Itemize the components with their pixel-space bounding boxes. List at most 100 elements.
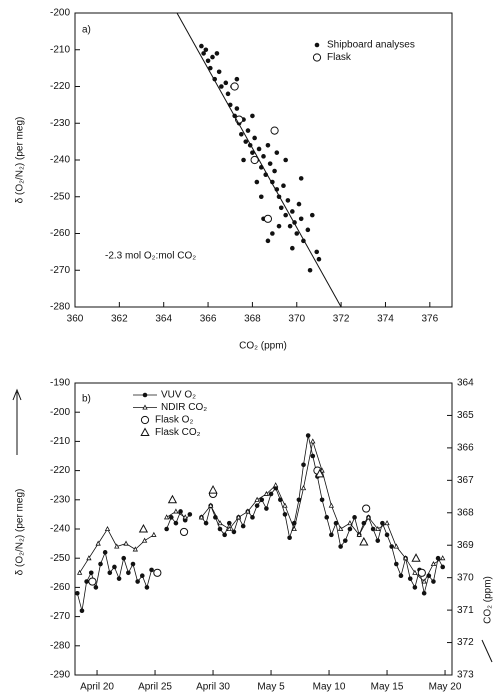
point [149,567,154,573]
point [389,544,394,549]
point [187,512,193,517]
y-tick-label: -280 [50,640,70,651]
point [319,497,325,503]
point [163,514,170,520]
point [268,491,274,497]
legend-label: NDIR CO₂ [161,402,207,413]
panel-b-frame [74,382,453,676]
x-tick-label: May 5 [257,682,285,693]
point [235,514,242,520]
point [203,520,209,526]
point [258,194,264,200]
point [298,176,304,181]
panel-label: a) [82,25,91,36]
point [264,506,269,511]
y-axis-label: δ (O₂/N₂) (per meg) [15,117,26,204]
point [435,555,441,561]
x-tick-label: 364 [155,314,172,325]
x-tick-label: 370 [288,314,305,325]
y2-tick-label: 369 [457,540,474,551]
point [241,157,246,163]
point [210,54,215,60]
x-tick-label: 368 [244,314,261,325]
y2-tick-label: 367 [457,475,474,486]
point [276,223,282,229]
point [234,76,240,82]
point [305,433,311,438]
point [84,579,89,584]
x-tick-label: 372 [333,314,350,325]
point [168,515,174,520]
legend-marker [142,404,148,410]
point [272,168,277,174]
point [342,538,348,543]
point [217,520,223,526]
point [402,555,409,561]
point [394,561,399,567]
point [365,514,372,520]
x-tick-label: 376 [421,314,438,325]
point [201,51,206,56]
point [263,490,270,496]
point [291,525,297,531]
point [265,143,271,148]
x-tick-label: 374 [377,314,394,325]
point [316,256,322,262]
point [431,579,436,584]
point [250,113,255,119]
point [153,568,162,577]
point [216,69,222,75]
legend-label: Shipboard analyses [327,40,415,51]
point [250,155,259,165]
point [86,555,92,561]
point [182,514,188,520]
y-tick-label: -200 [50,8,70,19]
series-line [176,12,342,308]
y-tick-label: -220 [50,81,70,92]
point [144,585,150,590]
y-tick-label: -190 [50,378,70,389]
point [338,544,343,549]
point [203,47,209,53]
point [290,209,295,214]
point [314,249,320,255]
point [274,150,280,155]
point [282,502,288,508]
point [294,231,300,236]
x-tick-label: May 20 [429,682,462,693]
point [421,578,427,584]
y-tick-label: -200 [50,407,70,418]
point [307,267,313,273]
x-tick-label: May 10 [313,682,346,693]
point [370,526,376,532]
y-tick-label: -230 [50,494,70,505]
point [305,227,311,233]
point [141,537,148,543]
point [270,126,279,135]
point [375,538,381,543]
panel-label: b) [82,394,91,405]
point [151,531,157,537]
y-tick-label: -240 [50,524,70,535]
y-tick-label: -210 [50,44,70,55]
point [173,520,179,526]
x-axis-label: CO₂ (ppm) [239,341,287,352]
point [290,245,295,251]
point [250,515,255,520]
point [225,91,231,97]
legend-label: Flask [327,52,352,63]
point [440,555,446,561]
point [179,527,189,537]
x-tick-label: 362 [111,314,128,325]
y-tick-label: -220 [50,465,70,476]
point [328,502,335,508]
y2-tick-label: 370 [457,572,474,583]
point [230,82,239,91]
series-line [79,441,443,583]
point [219,84,224,89]
point [324,515,330,520]
point [217,526,223,532]
point [199,43,204,49]
point [421,590,427,596]
